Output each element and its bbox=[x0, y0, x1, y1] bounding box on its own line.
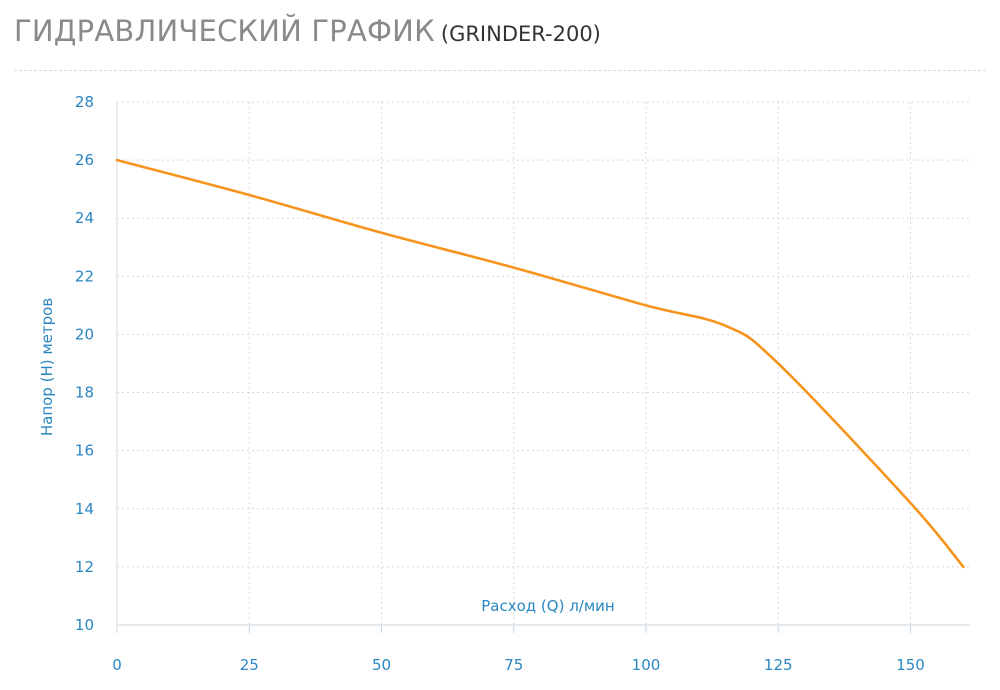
x-tick-label: 50 bbox=[372, 656, 391, 674]
x-tick-label: 25 bbox=[240, 656, 259, 674]
x-tick-label: 100 bbox=[632, 656, 661, 674]
chart-title-model: (GRINDER-200) bbox=[440, 22, 601, 46]
y-tick-label: 12 bbox=[75, 558, 94, 576]
y-tick-label: 24 bbox=[75, 209, 94, 227]
chart-grid bbox=[117, 101, 970, 625]
series-line bbox=[115, 158, 965, 569]
x-tick-label: 125 bbox=[764, 656, 793, 674]
y-tick-label: 20 bbox=[75, 325, 94, 343]
y-tick-label: 26 bbox=[75, 151, 94, 169]
x-tick-label: 0 bbox=[112, 656, 122, 674]
x-tick-label: 150 bbox=[896, 656, 925, 674]
chart-axes bbox=[116, 102, 970, 633]
y-tick-labels: 10 12 14 16 18 20 22 24 26 28 bbox=[75, 93, 94, 634]
y-axis-title: Напор (H) метров bbox=[38, 298, 56, 436]
title-divider bbox=[14, 70, 986, 71]
x-tick-labels: 0 25 50 75 100 125 150 bbox=[112, 656, 925, 674]
chart-series bbox=[115, 158, 965, 569]
y-tick-label: 10 bbox=[75, 616, 94, 634]
y-tick-label: 28 bbox=[75, 93, 94, 111]
x-axis-title: Расход (Q) л/мин bbox=[481, 597, 614, 615]
y-tick-label: 22 bbox=[75, 267, 94, 285]
chart-title: ГИДРАВЛИЧЕСКИЙ ГРАФИК (GRINDER-200) bbox=[14, 14, 601, 48]
x-tick-label: 75 bbox=[504, 656, 523, 674]
y-tick-label: 16 bbox=[75, 442, 94, 460]
chart-title-main: ГИДРАВЛИЧЕСКИЙ ГРАФИК bbox=[14, 14, 435, 48]
y-tick-label: 18 bbox=[75, 384, 94, 402]
y-tick-label: 14 bbox=[75, 500, 94, 518]
